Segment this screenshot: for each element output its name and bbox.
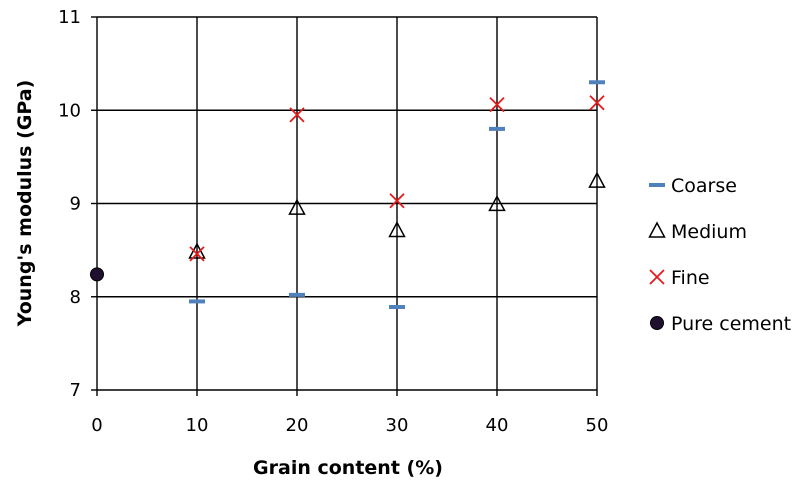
legend-marker-medium xyxy=(648,221,666,238)
x-tick-label: 30 xyxy=(386,415,409,436)
x-tick-label: 50 xyxy=(586,415,609,436)
y-tick-label: 8 xyxy=(70,287,81,308)
point-medium xyxy=(588,171,606,188)
legend-label-fine: Fine xyxy=(671,267,710,289)
data-points xyxy=(90,80,606,310)
legend-label-coarse: Coarse xyxy=(671,175,737,197)
point-fine xyxy=(489,97,505,113)
point-pure-cement xyxy=(90,267,104,282)
x-tick-label: 40 xyxy=(486,415,509,436)
x-tick-label: 0 xyxy=(91,415,102,436)
point-medium xyxy=(288,198,306,215)
legend-label-medium: Medium xyxy=(671,221,747,243)
x-tick-label: 20 xyxy=(286,415,309,436)
y-axis-title: Young's modulus (GPa) xyxy=(14,80,36,328)
y-tick-label: 11 xyxy=(58,7,81,28)
y-tick-label: 7 xyxy=(70,380,81,401)
point-fine xyxy=(589,95,605,111)
y-tick-label: 9 xyxy=(70,194,81,215)
grid xyxy=(91,16,598,396)
legend-marker-pure-cement xyxy=(650,316,664,330)
legend-marker-fine xyxy=(649,269,665,285)
y-tick-label: 10 xyxy=(58,100,81,121)
legend: Coarse Medium Fine Pure cement xyxy=(648,175,791,335)
point-fine xyxy=(389,193,405,209)
tick-labels: 0 10 20 30 40 50 7 8 9 10 11 xyxy=(58,7,608,436)
point-fine xyxy=(189,246,205,262)
point-medium xyxy=(488,194,506,212)
point-fine xyxy=(289,107,305,123)
legend-label-pure-cement: Pure cement xyxy=(671,313,791,335)
x-axis-title: Grain content (%) xyxy=(253,457,443,479)
x-tick-label: 10 xyxy=(186,415,209,436)
point-medium xyxy=(388,220,406,238)
